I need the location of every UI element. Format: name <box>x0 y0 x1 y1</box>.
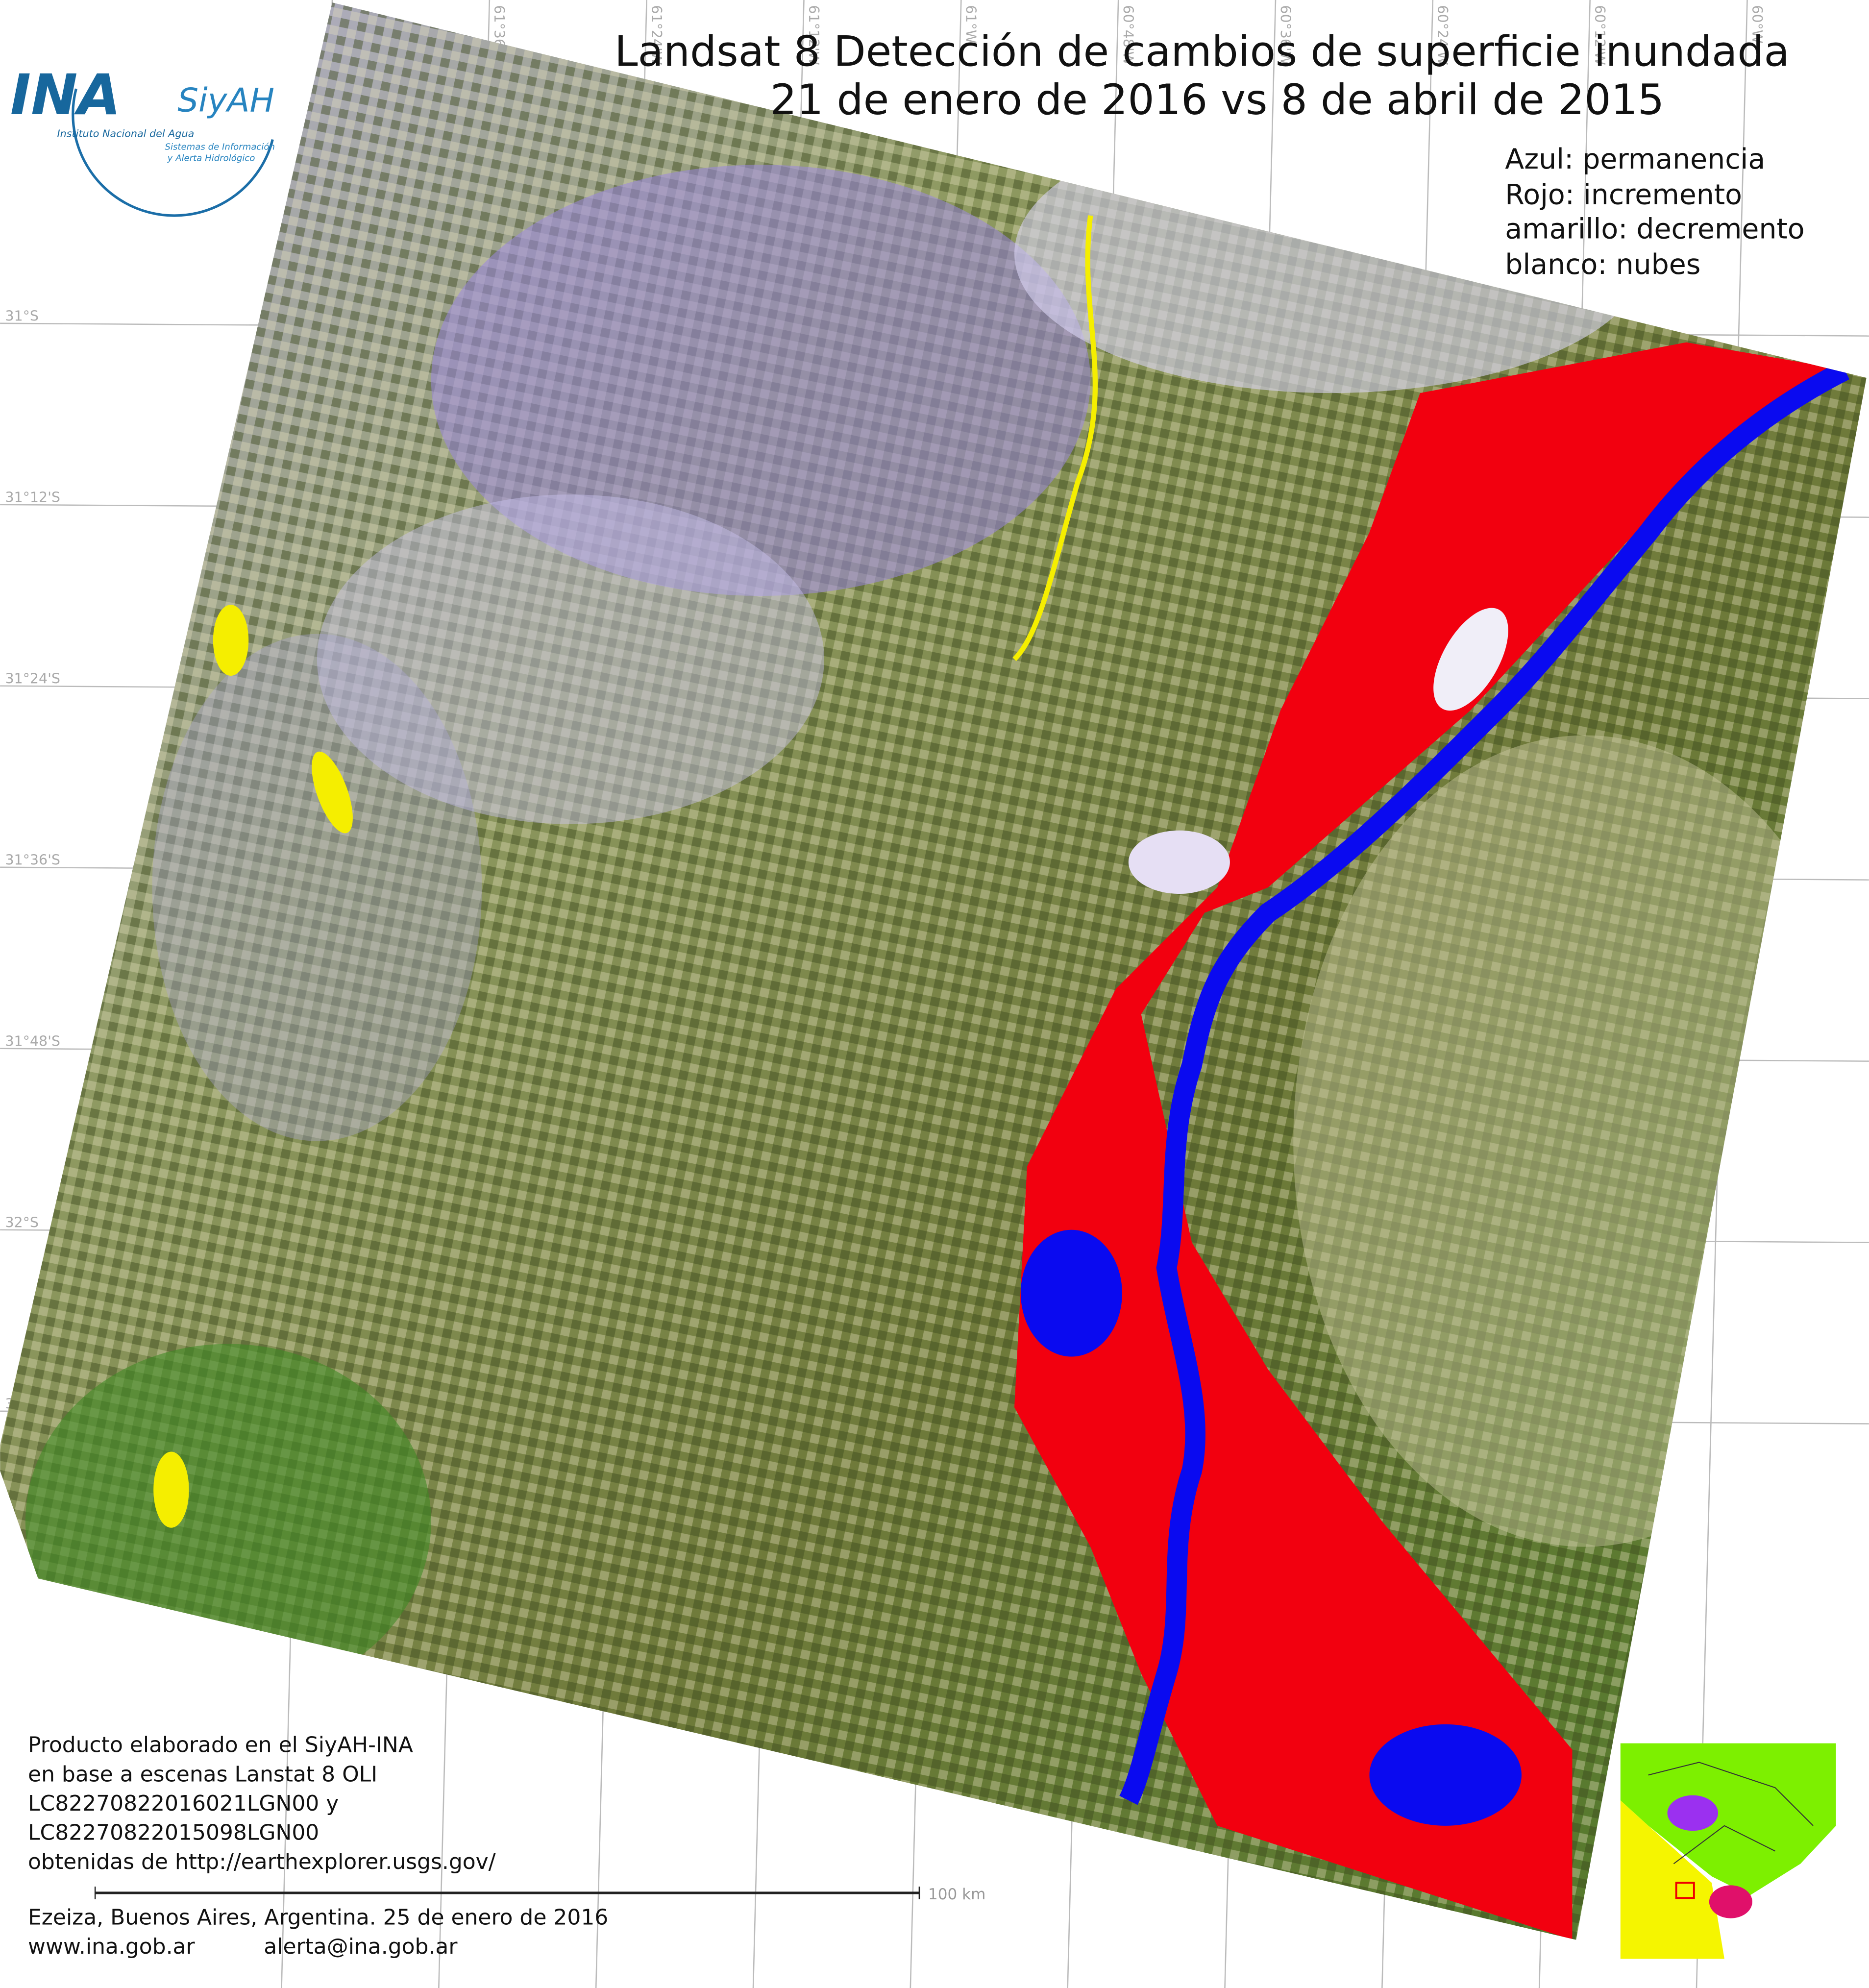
latitude-label: 31°12'S <box>5 490 60 506</box>
longitude-label: 60°36'W <box>1277 5 1293 65</box>
scale-bar: 100 km <box>94 1886 985 1903</box>
footer-line: alerta@ina.gob.ar <box>264 1934 458 1959</box>
logo-org: Instituto Nacional del Agua <box>57 127 195 139</box>
latitude-label: 31°48'S <box>5 1033 60 1050</box>
footer-line: Ezeiza, Buenos Aires, Argentina. 25 de e… <box>28 1905 608 1930</box>
credit-line: Producto elaborado en el SiyAH-INA <box>28 1733 413 1758</box>
latitude-label: 31°24'S <box>5 671 60 687</box>
longitude-label: 60°W <box>1749 5 1765 44</box>
longitude-label: 60°12'W <box>1592 5 1608 65</box>
legend-entry: Azul: permanencia <box>1505 143 1765 175</box>
logo-system-line: y Alerta Hidrológico <box>167 153 255 164</box>
inset-map <box>1620 1743 1836 1959</box>
legend-entry: blanco: nubes <box>1505 248 1700 281</box>
logo-system: SiyAH <box>177 81 274 120</box>
latitude-label: 31°36'S <box>5 852 60 868</box>
longitude-label: 61°W <box>963 5 979 44</box>
longitude-label: 60°48'W <box>1120 5 1136 65</box>
credits: Producto elaborado en el SiyAH-INA en ba… <box>28 1733 608 1959</box>
title: Landsat 8 Detección de cambios de superf… <box>615 28 1790 76</box>
longitude-label: 60°24'W <box>1434 5 1451 65</box>
credit-line: LC82270822015098LGN00 <box>28 1820 319 1845</box>
legend: Azul: permanencia Rojo: incremento amari… <box>1505 143 1804 281</box>
subtitle: 21 de enero de 2016 vs 8 de abril de 201… <box>770 76 1664 124</box>
credit-line: obtenidas de http://earthexplorer.usgs.g… <box>28 1849 496 1874</box>
longitude-label: 61°12'W <box>806 5 822 65</box>
credit-line: en base a escenas Lanstat 8 OLI <box>28 1762 377 1787</box>
legend-entry: amarillo: decremento <box>1505 213 1804 245</box>
logo-system-line: Sistemas de Información <box>165 142 275 152</box>
logo: INA SiyAH Instituto Nacional del Agua Si… <box>10 62 275 217</box>
logo-name: INA <box>10 62 121 127</box>
longitude-label: 61°24'W <box>648 5 664 65</box>
scale-label: 100 km <box>928 1886 985 1903</box>
latitude-label: 32°S <box>5 1215 39 1231</box>
logo-arc <box>72 88 274 217</box>
legend-entry: Rojo: incremento <box>1505 179 1742 211</box>
footer-line: www.ina.gob.ar <box>28 1934 195 1959</box>
credit-line: LC82270822016021LGN00 y <box>28 1791 339 1816</box>
latitude-label: 31°S <box>5 308 39 324</box>
